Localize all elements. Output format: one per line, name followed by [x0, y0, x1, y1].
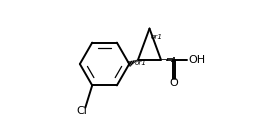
- Text: Cl: Cl: [76, 106, 87, 116]
- Text: or1: or1: [134, 60, 146, 66]
- Text: O: O: [170, 78, 179, 88]
- Text: or1: or1: [150, 34, 162, 40]
- Text: OH: OH: [188, 55, 205, 65]
